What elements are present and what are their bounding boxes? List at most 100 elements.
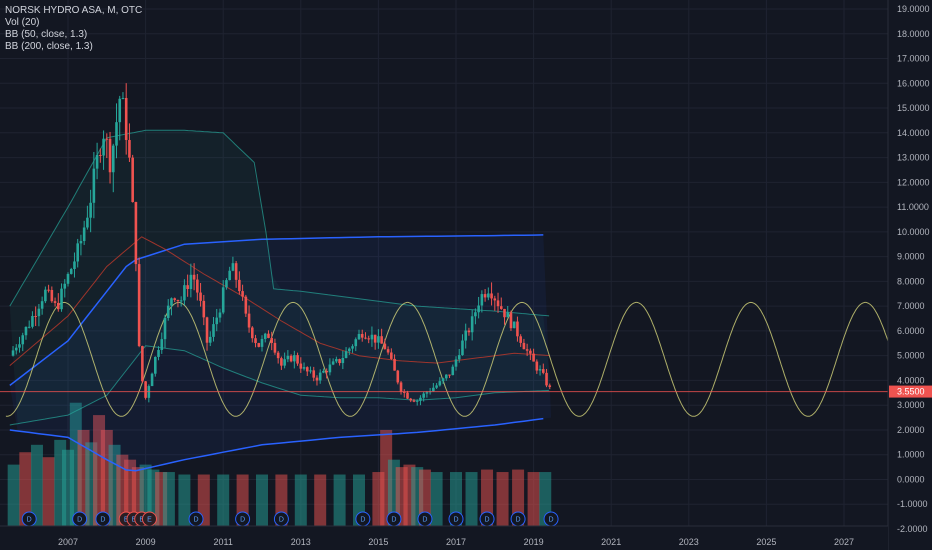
last-price-tag: 3.5500	[897, 387, 925, 397]
candle-body	[425, 392, 429, 394]
candle-body	[102, 138, 105, 156]
event-marker-label: D	[391, 517, 396, 524]
candle-body	[386, 349, 390, 353]
candle-body	[231, 263, 235, 271]
candle-body	[354, 339, 358, 347]
candle-body	[293, 355, 296, 362]
candle-body	[270, 337, 273, 343]
candle-body	[241, 291, 244, 297]
candle-body	[496, 300, 500, 307]
candle-body	[487, 293, 490, 298]
candle-body	[477, 305, 480, 313]
candle-body	[419, 397, 422, 401]
price-tick-label: 3.0000	[897, 400, 925, 410]
bb200-lower-line	[9, 417, 544, 472]
volume-bar	[19, 452, 32, 529]
candle-body	[512, 321, 516, 329]
price-tick-label: 7.0000	[897, 301, 925, 311]
price-tick-label: 19.0000	[897, 4, 930, 14]
candle-body	[276, 352, 280, 359]
price-tick-label: 16.0000	[897, 78, 930, 88]
candle-body	[396, 370, 400, 383]
event-marker-label: D	[516, 517, 521, 524]
legend-bb-50[interactable]: BB (50, close, 1.3)	[5, 29, 88, 40]
event-marker-label: D	[240, 517, 245, 524]
candle-body	[283, 359, 286, 366]
candle-body	[99, 154, 102, 156]
candle-body	[499, 306, 503, 309]
event-marker-label: D	[422, 517, 427, 524]
candle-body	[183, 285, 186, 301]
candle-body	[157, 349, 160, 357]
candle-body	[299, 363, 303, 369]
volume-bar	[256, 474, 268, 529]
candle-body	[480, 294, 484, 306]
candle-body	[525, 349, 529, 351]
candle-body	[115, 122, 118, 146]
candle-body	[57, 302, 60, 310]
candle-body	[111, 145, 115, 173]
time-axis[interactable]: 2007 2009 2011 2013 2015 2017 2019 2021 2023 2025…	[0, 525, 888, 550]
candle-body	[312, 370, 316, 378]
time-tick-label: 2017	[446, 537, 466, 547]
candle-body	[121, 97, 125, 99]
legend-bb-200[interactable]: BB (200, close, 1.3)	[5, 41, 93, 52]
candle-body	[464, 330, 467, 341]
candle-body	[474, 312, 477, 317]
event-marker-label: E	[124, 517, 129, 524]
price-tick-label: 18.0000	[897, 29, 930, 39]
price-tick-label: 15.0000	[897, 103, 930, 113]
candle-body	[445, 374, 448, 379]
candle-body	[383, 343, 387, 350]
candle-body	[538, 369, 542, 371]
volume-bar	[7, 464, 20, 529]
candle-body	[318, 372, 322, 381]
candle-body	[432, 387, 435, 392]
candle-body	[315, 377, 319, 381]
cycle-sine-line	[5, 301, 915, 417]
event-marker-label: D	[100, 517, 105, 524]
candle-body	[124, 97, 128, 140]
candle-body	[163, 317, 167, 340]
chart-legend: NORSK HYDRO ASA, M, OTC Vol (20) BB (50,…	[5, 5, 142, 53]
candle-body	[406, 392, 409, 399]
event-marker-label: D	[279, 517, 284, 524]
volume-bars	[7, 402, 552, 529]
candle-body	[335, 359, 338, 362]
candle-body	[522, 342, 526, 350]
event-marker-label: D	[485, 517, 490, 524]
candle-body	[344, 351, 348, 358]
candle-body	[380, 336, 383, 344]
time-tick-label: 2023	[679, 537, 699, 547]
candle-body	[503, 308, 506, 318]
candle-body	[131, 157, 134, 203]
candle-body	[296, 355, 299, 364]
candle-body	[263, 333, 267, 339]
volume-bar	[430, 472, 443, 529]
symbol-title[interactable]: NORSK HYDRO ASA, M, OTC	[5, 5, 143, 16]
candle-body	[14, 347, 18, 351]
bb200-fill	[9, 234, 552, 472]
candle-body	[141, 346, 144, 382]
candle-body	[509, 312, 513, 329]
candle-body	[37, 308, 41, 317]
candlesticks	[0, 83, 888, 406]
candle-body	[221, 287, 225, 313]
candle-body	[454, 359, 458, 367]
candle-body	[286, 355, 290, 360]
legend-volume[interactable]: Vol (20)	[5, 17, 40, 28]
candle-body	[47, 289, 50, 291]
price-axis[interactable]: 19.0000 18.0000 17.0000 16.0000 15.0000 14.00…	[887, 0, 932, 550]
candle-body	[490, 293, 493, 299]
candle-body	[144, 381, 147, 398]
candle-body	[11, 350, 15, 356]
event-marker-label: E	[147, 517, 152, 524]
candle-body	[137, 264, 141, 347]
time-tick-label: 2015	[368, 537, 388, 547]
volume-bar	[42, 457, 55, 529]
candle-body	[170, 298, 173, 306]
candle-body	[154, 356, 157, 374]
